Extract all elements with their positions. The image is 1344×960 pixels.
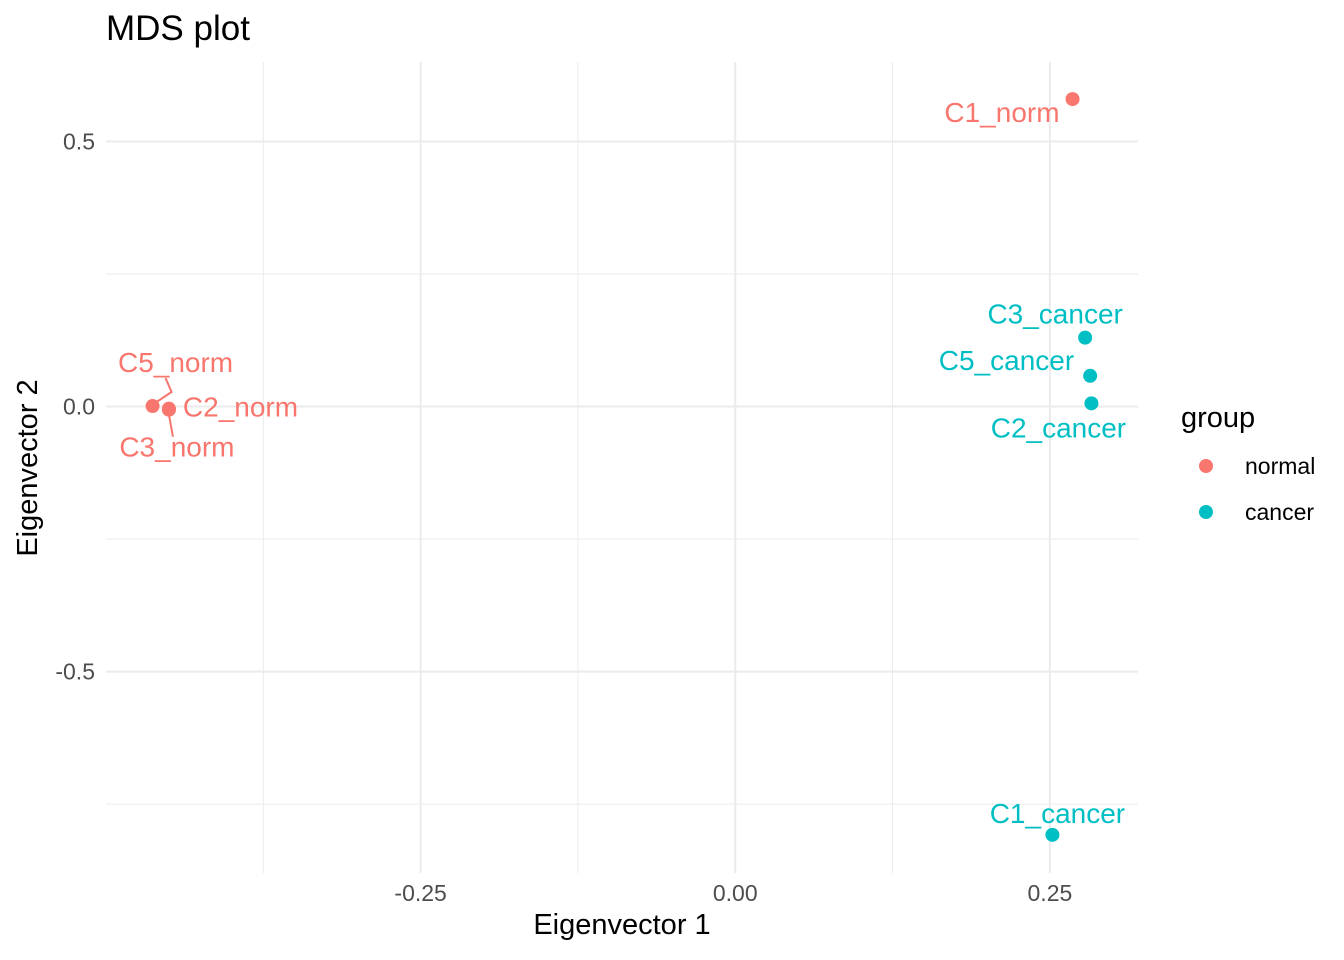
data-point-C2_cancer — [1084, 396, 1099, 411]
point-label-C2_norm: C2_norm — [183, 392, 298, 423]
data-point-C3_norm — [161, 402, 176, 417]
point-label-C5_norm: C5_norm — [118, 347, 233, 378]
x-tick-label: 0.00 — [713, 880, 758, 906]
point-label-C2_cancer: C2_cancer — [991, 412, 1126, 443]
point-label-C5_cancer: C5_cancer — [939, 345, 1074, 376]
x-tick-label: -0.25 — [394, 880, 446, 906]
point-label-C3_cancer: C3_cancer — [987, 299, 1122, 330]
leader-line-C5_norm — [156, 377, 173, 403]
point-label-C3_norm: C3_norm — [119, 432, 234, 463]
x-axis-title: Eigenvector 1 — [533, 909, 711, 941]
legend-item-cancer: cancer — [1181, 489, 1315, 535]
plot-title: MDS plot — [106, 9, 250, 48]
data-point-C5_cancer — [1083, 368, 1098, 383]
legend-title: group — [1181, 402, 1256, 434]
y-tick-label: 0.5 — [63, 129, 95, 155]
leader-line-C3_norm — [167, 414, 174, 437]
legend: group normal cancer — [1181, 402, 1315, 535]
legend-swatch-cancer-icon — [1199, 505, 1213, 519]
x-tick-label: 0.25 — [1028, 880, 1073, 906]
point-label-C1_norm: C1_norm — [944, 97, 1059, 128]
data-point-C3_cancer — [1078, 330, 1093, 345]
point-label-C1_cancer: C1_cancer — [990, 798, 1125, 829]
y-axis-title: Eigenvector 2 — [12, 379, 44, 557]
data-point-C5_norm — [145, 399, 160, 414]
data-point-C1_norm — [1065, 92, 1080, 107]
legend-label-normal: normal — [1245, 452, 1316, 479]
y-tick-label: -0.5 — [55, 659, 95, 685]
legend-swatch-normal-icon — [1199, 459, 1213, 473]
y-tick-label: 0.0 — [63, 394, 95, 420]
legend-item-normal: normal — [1181, 443, 1315, 489]
data-point-C1_cancer — [1045, 827, 1060, 842]
legend-label-cancer: cancer — [1245, 498, 1315, 525]
